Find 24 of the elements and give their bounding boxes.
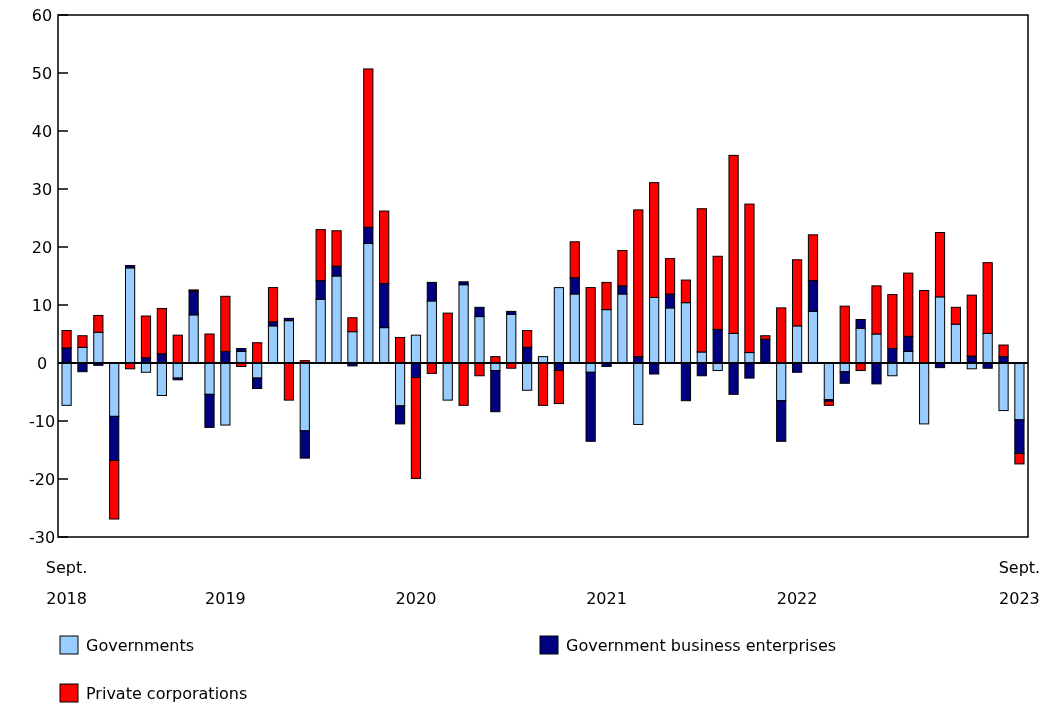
legend-label: Private corporations bbox=[86, 683, 248, 703]
bar bbox=[633, 209, 644, 358]
x-tick-label: 2022 bbox=[776, 589, 818, 608]
bar bbox=[267, 287, 279, 323]
legend-label: Governments bbox=[86, 635, 195, 655]
y-tick-label: -10 bbox=[28, 411, 56, 431]
y-tick-label: -30 bbox=[28, 527, 56, 547]
x-tick-label: Sept. 2018 bbox=[45, 558, 88, 608]
x-tick-label: Sept. 2023 bbox=[998, 558, 1041, 608]
y-tick-label: -20 bbox=[28, 469, 56, 489]
y-tick-label: 40 bbox=[31, 121, 53, 141]
y-tick-label: 10 bbox=[31, 295, 53, 315]
y-tick-label: 60 bbox=[31, 5, 53, 25]
bar bbox=[140, 315, 152, 359]
bar bbox=[998, 344, 1009, 358]
y-tick-label: 20 bbox=[31, 237, 53, 257]
y-tick-label: 0 bbox=[36, 353, 48, 373]
x-tick-label: 2021 bbox=[586, 589, 627, 608]
y-tick-label: 30 bbox=[31, 179, 53, 199]
x-tick-label: 2020 bbox=[395, 589, 437, 608]
y-tick-label: 50 bbox=[31, 63, 53, 83]
x-tick-label: 2019 bbox=[205, 589, 246, 608]
bar bbox=[823, 400, 834, 406]
legend-label: Government business enterprises bbox=[566, 635, 837, 655]
